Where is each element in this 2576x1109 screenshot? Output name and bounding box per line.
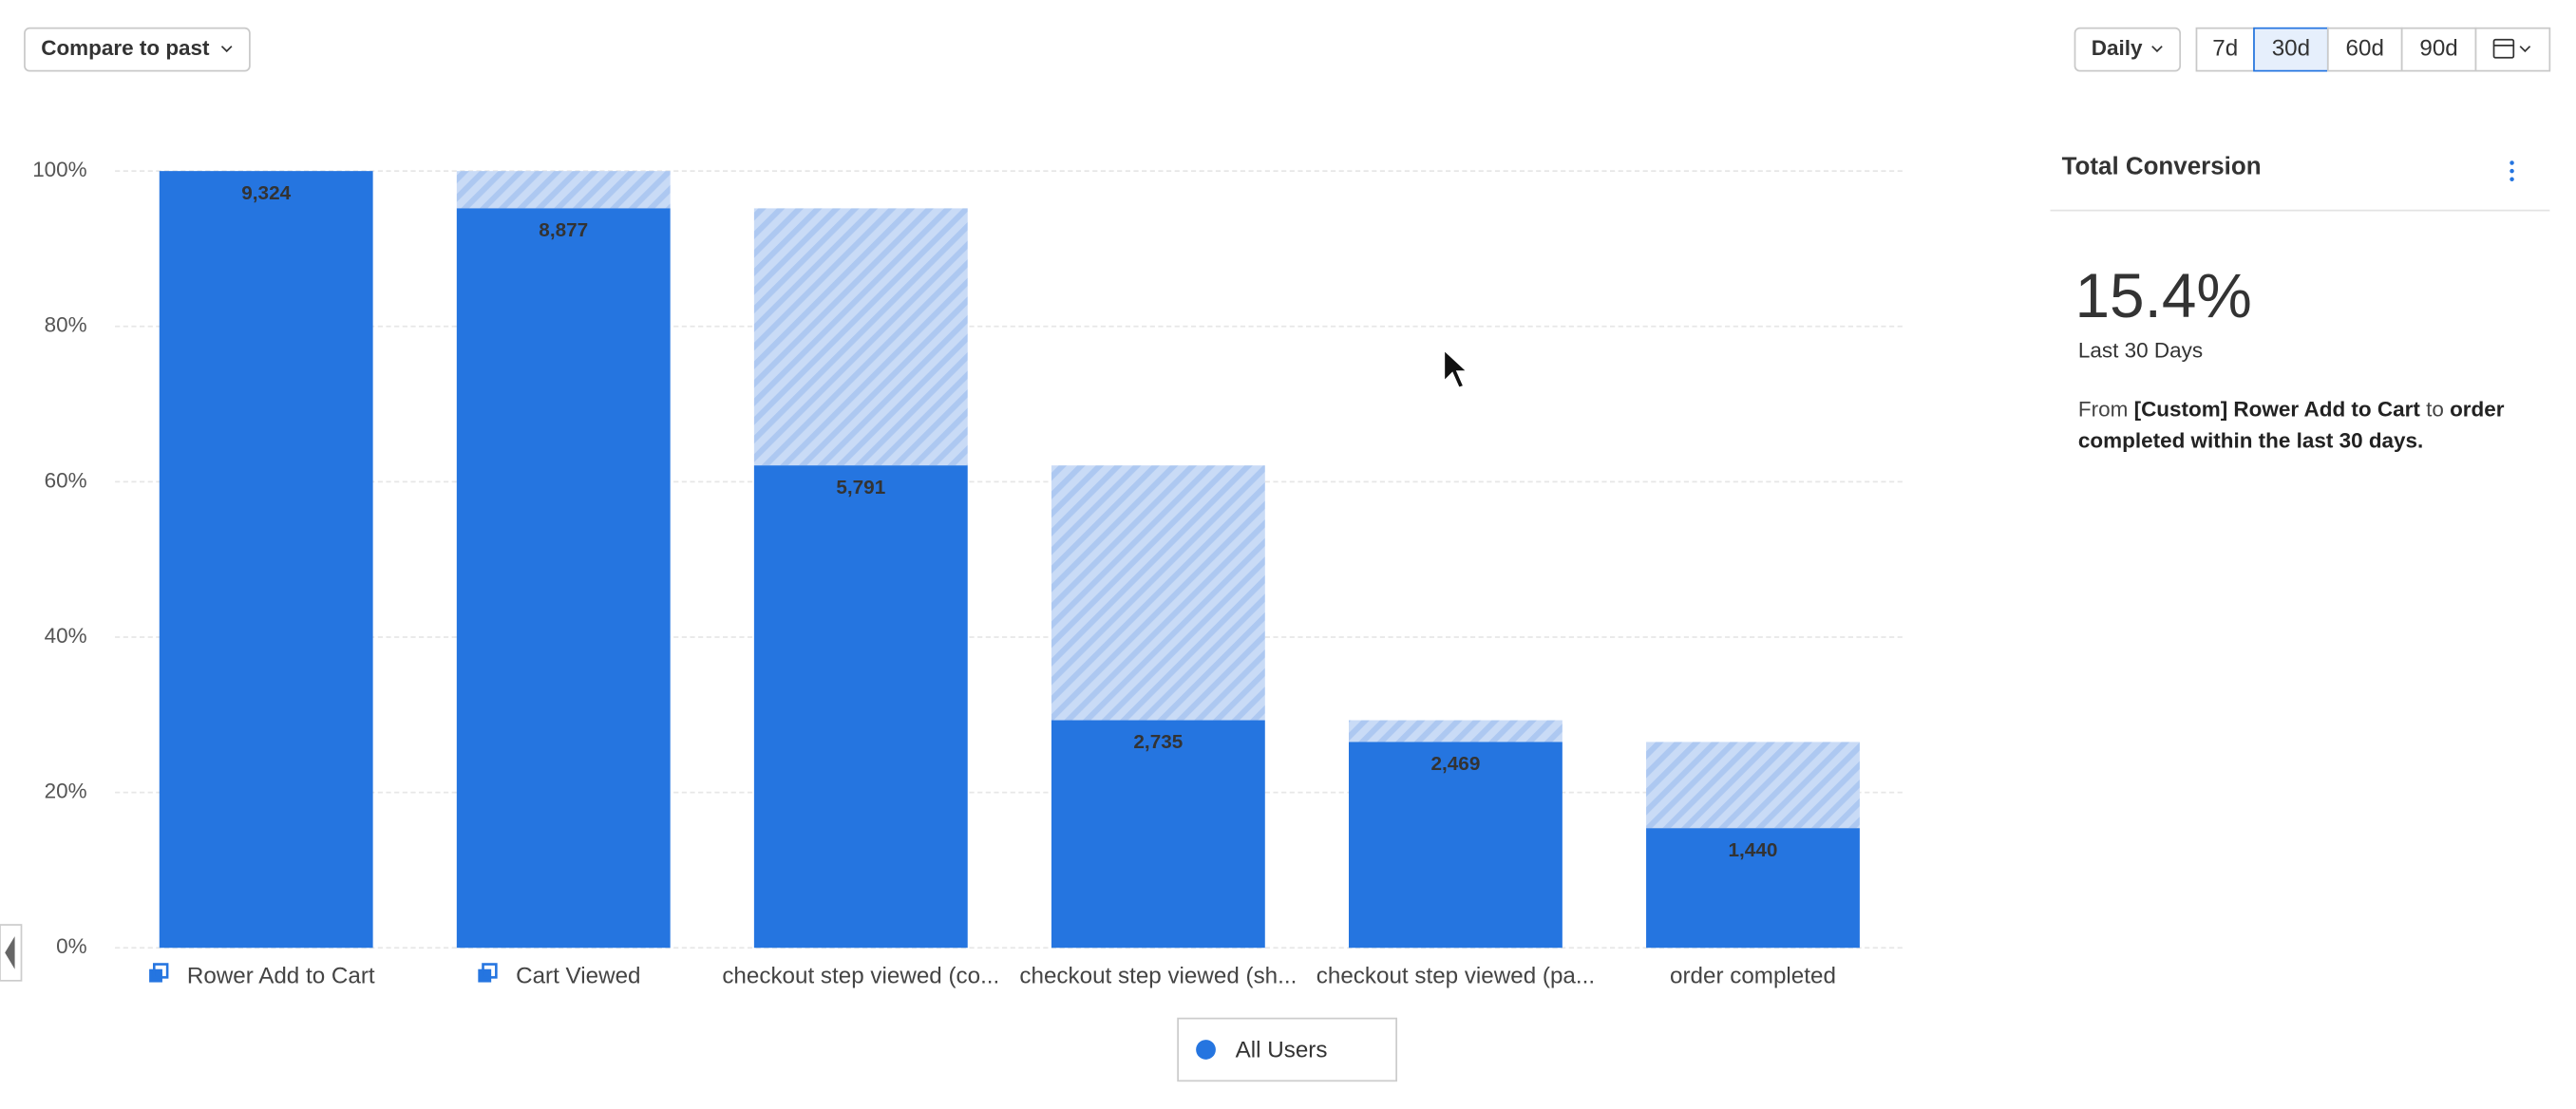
- range-button[interactable]: 7d: [2195, 27, 2255, 72]
- button-frame: [2195, 27, 2255, 72]
- y-tick-label: 0%: [56, 934, 86, 958]
- count-label: 9,324: [241, 182, 291, 204]
- calendar-button[interactable]: [2474, 27, 2551, 72]
- bar: [456, 208, 671, 949]
- description-part: From: [2078, 398, 2134, 422]
- custom-event-icon: [152, 963, 169, 979]
- y-tick-label: 20%: [45, 780, 87, 803]
- x-tick-label: Cart Viewed: [516, 964, 640, 989]
- y-tick-label: 100%: [32, 158, 86, 181]
- chevron: [2151, 46, 2163, 53]
- button-frame: [24, 27, 251, 72]
- chevron: [220, 46, 233, 53]
- custom-event-icon: [478, 968, 492, 983]
- bar: [1051, 720, 1265, 949]
- description-line: completed within the last 30 days.: [2078, 428, 2423, 452]
- button-frame: [2253, 27, 2329, 72]
- description-part: to: [2420, 398, 2450, 422]
- conversion-value: 15.4%: [2074, 261, 2251, 330]
- range-group: 7d 30d 60d 90d: [2195, 27, 2477, 72]
- x-tick-label: checkout step viewed (co...: [722, 964, 999, 989]
- legend-label: All Users: [1236, 1038, 1328, 1063]
- y-tick-label: 60%: [45, 468, 87, 492]
- legend-swatch: [1196, 1040, 1216, 1060]
- dropoff-bar: [1646, 742, 1860, 829]
- x-tick-label: order completed: [1670, 964, 1836, 989]
- mouse-cursor: [1443, 348, 1469, 389]
- legend[interactable]: All Users: [1177, 1017, 1398, 1082]
- range-button[interactable]: 30d: [2253, 27, 2329, 72]
- dropoff-bar: [456, 171, 671, 209]
- description-part: [Custom] Rower Add to Cart: [2134, 398, 2421, 422]
- sidebar-title: Total Conversion: [2062, 154, 2262, 180]
- bar: [1646, 828, 1860, 949]
- custom-event-icon: [149, 968, 162, 983]
- button-label: 30d: [2272, 36, 2310, 62]
- conversion-period: Last 30 Days: [2078, 338, 2203, 362]
- dot: [2510, 168, 2514, 174]
- y-tick-label: 80%: [45, 313, 87, 337]
- dropoff-bar: [1348, 720, 1563, 742]
- kebab-menu[interactable]: [2510, 160, 2514, 182]
- x-tick-label: checkout step viewed (sh...: [1019, 964, 1297, 989]
- button-label: 60d: [2346, 36, 2384, 62]
- arrow-icon: [5, 936, 15, 969]
- count-label: 1,440: [1729, 839, 1778, 861]
- description-line: From [Custom] Rower Add to Cart to order: [2078, 398, 2505, 422]
- button-label: 90d: [2419, 36, 2457, 62]
- button-label: Compare to past: [41, 36, 210, 60]
- count-label: 2,469: [1430, 753, 1480, 775]
- dot: [2510, 160, 2514, 165]
- description-part: completed: [2078, 428, 2185, 452]
- button-frame: [2074, 27, 2182, 72]
- dot: [2510, 177, 2514, 182]
- interval-button[interactable]: Daily: [2074, 27, 2182, 72]
- button-label: Daily: [2092, 36, 2143, 60]
- conversion-description: From [Custom] Rower Add to Cart to order…: [2078, 398, 2505, 453]
- bar: [1348, 742, 1563, 949]
- count-label: 2,735: [1133, 731, 1183, 753]
- bar: [753, 465, 968, 949]
- count-label: 5,791: [836, 477, 885, 498]
- y-tick-label: 40%: [45, 624, 87, 648]
- description-part: order: [2450, 398, 2505, 422]
- custom-event-icon: [482, 963, 498, 979]
- bar: [159, 171, 373, 949]
- x-tick-label: checkout step viewed (pa...: [1316, 964, 1595, 989]
- range-button[interactable]: 60d: [2326, 27, 2403, 72]
- range-button[interactable]: 90d: [2400, 27, 2477, 72]
- compare-button[interactable]: Compare to past: [24, 27, 251, 72]
- dropoff-bar: [753, 208, 968, 466]
- description-part: within the last 30 days.: [2185, 428, 2423, 452]
- funnel-chart: 0% 20% 40% 60% 80% 100% 9,324 Rower Add to Cart…: [32, 158, 1903, 1082]
- calendar-icon: [2492, 38, 2515, 59]
- button-label: 7d: [2212, 36, 2238, 62]
- x-tick-label: Rower Add to Cart: [187, 964, 375, 989]
- count-label: 8,877: [539, 219, 588, 241]
- chevron: [2519, 46, 2531, 53]
- dropoff-bar: [1051, 465, 1265, 721]
